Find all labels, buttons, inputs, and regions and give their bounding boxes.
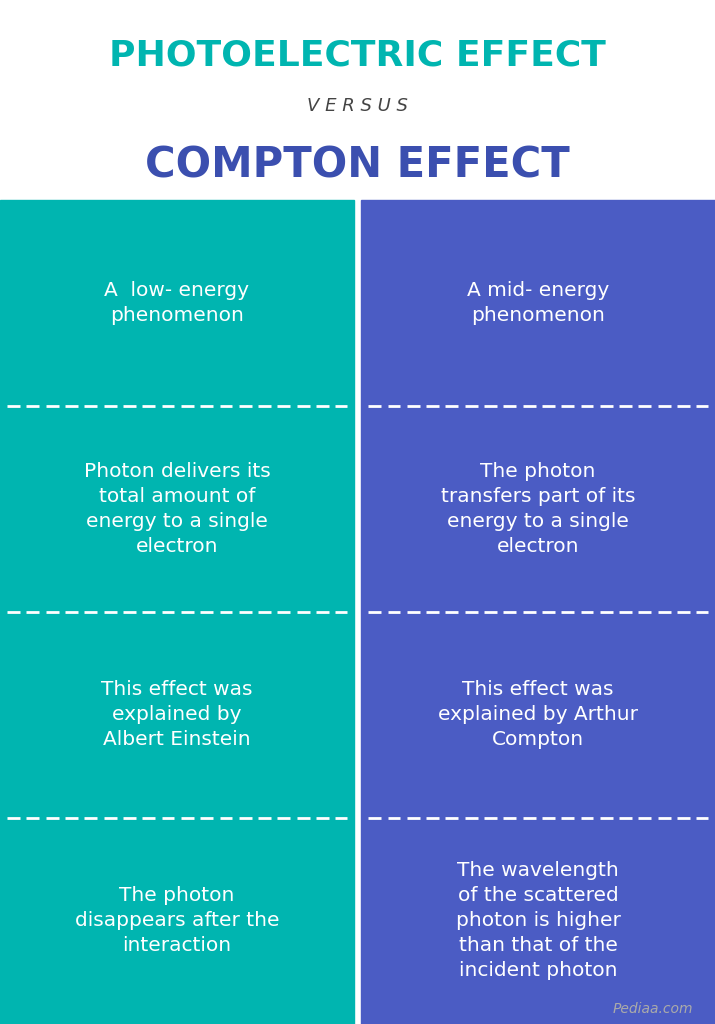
Text: The photon
transfers part of its
energy to a single
electron: The photon transfers part of its energy … xyxy=(440,462,636,556)
Text: A  low- energy
phenomenon: A low- energy phenomenon xyxy=(104,281,250,325)
Bar xyxy=(0,200,354,1024)
Bar xyxy=(361,200,715,1024)
Text: Pediaa.com: Pediaa.com xyxy=(613,1001,694,1016)
Text: V E R S U S: V E R S U S xyxy=(307,97,408,115)
Text: This effect was
explained by Arthur
Compton: This effect was explained by Arthur Comp… xyxy=(438,680,638,750)
Text: A mid- energy
phenomenon: A mid- energy phenomenon xyxy=(467,281,609,325)
Text: PHOTOELECTRIC EFFECT: PHOTOELECTRIC EFFECT xyxy=(109,39,606,73)
Text: The wavelength
of the scattered
photon is higher
than that of the
incident photo: The wavelength of the scattered photon i… xyxy=(455,861,621,980)
Text: This effect was
explained by
Albert Einstein: This effect was explained by Albert Eins… xyxy=(102,680,252,750)
Text: COMPTON EFFECT: COMPTON EFFECT xyxy=(145,144,570,186)
Text: The photon
disappears after the
interaction: The photon disappears after the interact… xyxy=(74,887,280,955)
Text: Photon delivers its
total amount of
energy to a single
electron: Photon delivers its total amount of ener… xyxy=(84,462,270,556)
